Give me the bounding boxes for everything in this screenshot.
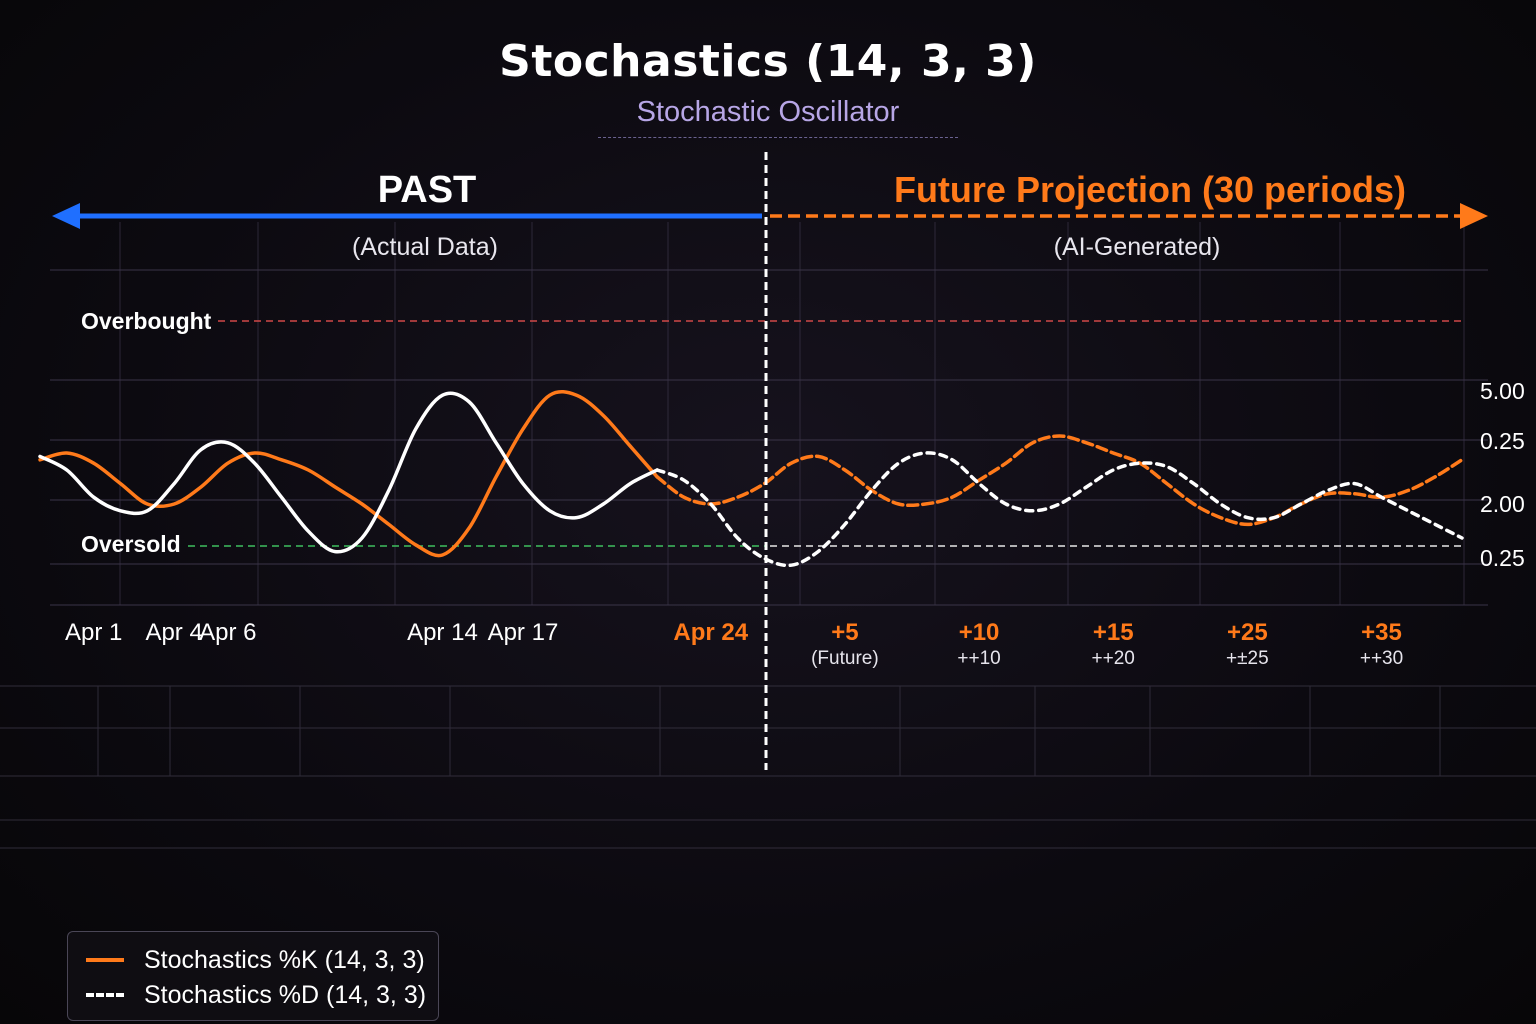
series-k-future-line xyxy=(655,434,1464,527)
x-tick-label: +25 xyxy=(1227,619,1268,646)
x-tick-sublabel: ++10 xyxy=(957,648,1000,669)
y-tick-label-1: 0.25 xyxy=(1480,428,1525,454)
legend-item-k: Stochastics %K (14, 3, 3) xyxy=(86,945,425,975)
future-sublabel: (AI-Generated) xyxy=(1054,233,1221,261)
y-tick-label-2: 2.00 xyxy=(1480,491,1525,517)
y-tick-label-3: 0.25 xyxy=(1480,545,1525,571)
subtitle-divider xyxy=(598,137,958,138)
x-tick-label: Apr 1 xyxy=(65,619,122,646)
chart-title: Stochastics (14, 3, 3) xyxy=(499,36,1037,87)
x-tick-sublabel: (Future) xyxy=(811,648,879,669)
future-label: Future Projection (30 periods) xyxy=(894,169,1406,210)
overbought-label: Overbought xyxy=(81,308,212,334)
x-tick-label: +15 xyxy=(1093,619,1134,646)
series-d-future-line xyxy=(655,451,1464,568)
x-tick-sublabel: ++30 xyxy=(1360,648,1403,669)
legend-label-k: Stochastics %K (14, 3, 3) xyxy=(144,945,425,974)
x-tick-label: +10 xyxy=(959,619,1000,646)
series-d-past-line xyxy=(38,391,659,554)
x-tick-sublabel: ++20 xyxy=(1092,648,1135,669)
oversold-label: Oversold xyxy=(81,531,181,557)
x-tick-label: Apr 14 xyxy=(407,619,478,646)
x-tick-label: Apr 4 xyxy=(145,619,202,646)
series-k-past-line xyxy=(38,390,659,558)
x-tick-label: Apr 17 xyxy=(488,619,559,646)
legend-item-d: Stochastics %D (14, 3, 3) xyxy=(86,980,426,1010)
legend-label-d: Stochastics %D (14, 3, 3) xyxy=(144,980,427,1009)
x-tick-label: Apr 24 xyxy=(673,619,748,646)
x-tick-label: +5 xyxy=(831,619,858,646)
y-tick-label-0: 5.00 xyxy=(1480,378,1525,404)
past-label: PAST xyxy=(378,169,477,211)
legend-swatch-k xyxy=(86,958,124,962)
x-tick-label: Apr 6 xyxy=(199,619,256,646)
future-arrow-head xyxy=(1460,203,1488,229)
past-arrow-head xyxy=(52,203,80,229)
chart-subtitle: Stochastic Oscillator xyxy=(636,96,900,128)
x-tick-label: +35 xyxy=(1361,619,1402,646)
grid-lines xyxy=(0,222,1536,849)
legend: Stochastics %K (14, 3, 3) Stochastics %D… xyxy=(67,931,439,1021)
legend-swatch-d xyxy=(86,993,124,997)
past-sublabel: (Actual Data) xyxy=(352,233,498,261)
x-tick-sublabel: +±25 xyxy=(1226,648,1269,669)
series-layer xyxy=(38,390,1464,568)
